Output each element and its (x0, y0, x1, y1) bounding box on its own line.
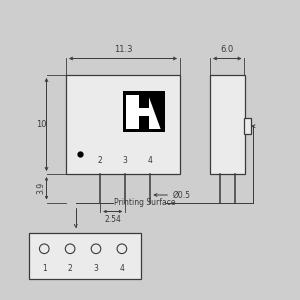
Bar (126, 94, 139, 129)
Text: 3: 3 (94, 264, 98, 273)
Polygon shape (149, 94, 161, 129)
Text: 2: 2 (98, 156, 103, 165)
Text: 11.3: 11.3 (114, 45, 132, 54)
Bar (123, 91, 165, 132)
Bar (244, 118, 251, 134)
Text: 2: 2 (68, 264, 73, 273)
Text: 4: 4 (148, 156, 153, 165)
Bar (139, 108, 149, 116)
Bar (210, 75, 244, 174)
Text: 1: 1 (42, 264, 46, 273)
Text: Ø0.5: Ø0.5 (154, 190, 191, 200)
Text: 2.54: 2.54 (104, 215, 121, 224)
Text: Printing Surface: Printing Surface (114, 198, 176, 207)
Text: 3.9: 3.9 (37, 182, 46, 194)
Text: 3: 3 (123, 156, 128, 165)
Text: 4: 4 (119, 264, 124, 273)
Bar (149, 94, 161, 129)
Text: 10: 10 (36, 120, 46, 129)
Bar (28, 232, 141, 279)
Text: 6.0: 6.0 (220, 45, 234, 54)
Bar (66, 75, 180, 174)
